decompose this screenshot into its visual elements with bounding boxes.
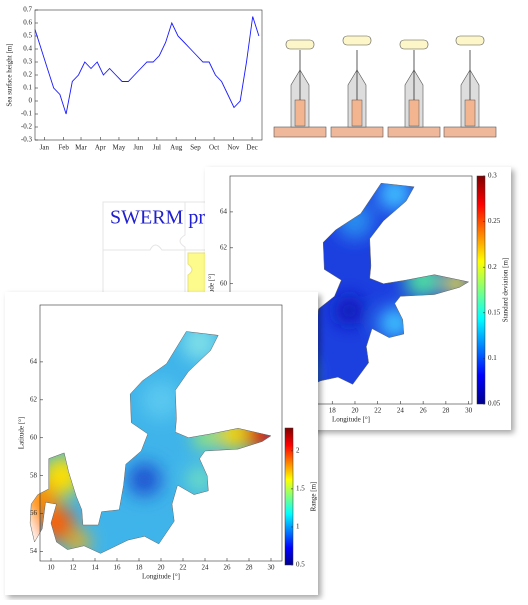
x-tick-label: 22 bbox=[374, 407, 382, 415]
y-axis-label: Latitude [°] bbox=[208, 274, 216, 307]
y-tick-label: 0.3 bbox=[23, 58, 32, 66]
float bbox=[342, 35, 372, 46]
x-tick-label: 22 bbox=[180, 564, 188, 572]
colorbar-tick-label: 0.25 bbox=[488, 217, 501, 225]
colorbar-tick-label: 0.3 bbox=[488, 172, 497, 180]
y-tick-label: 0.2 bbox=[23, 71, 32, 79]
x-tick-label: 26 bbox=[420, 407, 428, 415]
x-tick-label: 24 bbox=[397, 407, 405, 415]
base bbox=[443, 126, 497, 138]
y-tick-label: 54 bbox=[30, 547, 38, 555]
x-tick-label: 28 bbox=[246, 564, 254, 572]
well bbox=[464, 99, 476, 127]
coastline bbox=[29, 331, 272, 554]
colorbar-tick-label: 2 bbox=[296, 446, 300, 454]
base bbox=[387, 126, 441, 138]
x-tick-label: 28 bbox=[442, 407, 450, 415]
y-tick-label: 62 bbox=[30, 395, 38, 403]
x-tick-label: Jan bbox=[40, 144, 50, 152]
x-tick-label: Mar bbox=[75, 144, 87, 152]
x-tick-label: Jun bbox=[133, 144, 143, 152]
y-tick-label: 60 bbox=[30, 433, 38, 441]
x-tick-label: 30 bbox=[268, 564, 276, 572]
x-tick-label: 26 bbox=[224, 564, 232, 572]
x-tick-label: Dec bbox=[246, 144, 257, 152]
x-tick-label: Feb bbox=[58, 144, 69, 152]
x-tick-label: Nov bbox=[227, 144, 240, 152]
y-tick-label: 58 bbox=[30, 471, 38, 479]
well bbox=[294, 99, 306, 127]
y-tick-label: 64 bbox=[30, 357, 38, 365]
y-tick-label: -0.3 bbox=[21, 136, 33, 144]
x-tick-label: 16 bbox=[114, 564, 122, 572]
x-tick-label: 20 bbox=[351, 407, 359, 415]
x-tick-label: 18 bbox=[136, 564, 144, 572]
colorbar bbox=[284, 427, 294, 566]
line bbox=[34, 16, 260, 115]
well bbox=[351, 99, 363, 127]
field-patch bbox=[128, 462, 161, 496]
colorbar bbox=[476, 175, 486, 405]
y-tick-label: -0.2 bbox=[21, 123, 33, 131]
base bbox=[330, 126, 384, 138]
y-tick-label: 60 bbox=[220, 279, 228, 287]
y-tick-label: 62 bbox=[220, 243, 228, 251]
plot-frame bbox=[229, 175, 473, 405]
x-axis-label: Longitude [°] bbox=[142, 573, 180, 581]
plot-frame bbox=[34, 9, 263, 141]
x-tick-label: 18 bbox=[329, 407, 337, 415]
float bbox=[455, 35, 485, 46]
y-tick-label: 0 bbox=[29, 97, 33, 105]
colorbar-tick-label: 1.5 bbox=[296, 484, 305, 492]
x-tick-label: May bbox=[113, 144, 126, 152]
x-axis-label: Longitude [°] bbox=[332, 416, 370, 424]
well bbox=[408, 99, 420, 127]
field-patch bbox=[141, 380, 181, 420]
x-tick-label: 10 bbox=[48, 564, 56, 572]
y-tick-label: 0.6 bbox=[23, 19, 32, 27]
colorbar-tick-label: 0.2 bbox=[488, 263, 497, 271]
field-patch bbox=[334, 295, 365, 326]
x-tick-label: Apr bbox=[95, 144, 107, 152]
x-tick-label: 24 bbox=[202, 564, 210, 572]
y-tick-label: 0.7 bbox=[23, 6, 32, 14]
y-tick-label: 0.1 bbox=[23, 84, 32, 92]
float bbox=[285, 39, 315, 50]
x-tick-label: Jul bbox=[153, 144, 161, 152]
tide-gauges bbox=[273, 35, 497, 138]
x-tick-label: Sep bbox=[190, 144, 201, 152]
colorbar-tick-label: 0.5 bbox=[296, 561, 305, 569]
x-tick-label: 14 bbox=[92, 564, 100, 572]
colorbar-tick-label: 1 bbox=[296, 523, 300, 531]
y-tick-label: 0.5 bbox=[23, 32, 32, 40]
x-tick-label: Oct bbox=[209, 144, 219, 152]
x-tick-label: 30 bbox=[465, 407, 473, 415]
colorbar-tick-label: 0.15 bbox=[488, 308, 501, 316]
colorbar-label: Standard deviation [m] bbox=[502, 258, 510, 323]
y-axis-label: Latitude [°] bbox=[18, 417, 26, 450]
base bbox=[273, 126, 327, 138]
y-tick-label: 0.4 bbox=[23, 45, 32, 53]
colorbar-label: Range [m] bbox=[310, 482, 318, 512]
x-tick-label: Aug bbox=[170, 144, 183, 152]
y-tick-label: 56 bbox=[30, 509, 38, 517]
x-tick-label: 20 bbox=[158, 564, 166, 572]
colorbar-tick-label: 0.1 bbox=[488, 354, 497, 362]
colorbar-tick-label: 0.05 bbox=[488, 400, 501, 408]
line-chart: -0.3 -0.2 -0.1 0 0.1 0.2 0.3 0.4 0.5 0.6 0.7 Jan Feb… bbox=[6, 6, 263, 152]
x-tick-label: 12 bbox=[70, 564, 78, 572]
y-tick-label: 64 bbox=[220, 208, 228, 216]
y-axis-label: Sea surface height [m] bbox=[6, 43, 14, 106]
y-tick-label: -0.1 bbox=[21, 110, 33, 118]
float bbox=[399, 39, 429, 50]
